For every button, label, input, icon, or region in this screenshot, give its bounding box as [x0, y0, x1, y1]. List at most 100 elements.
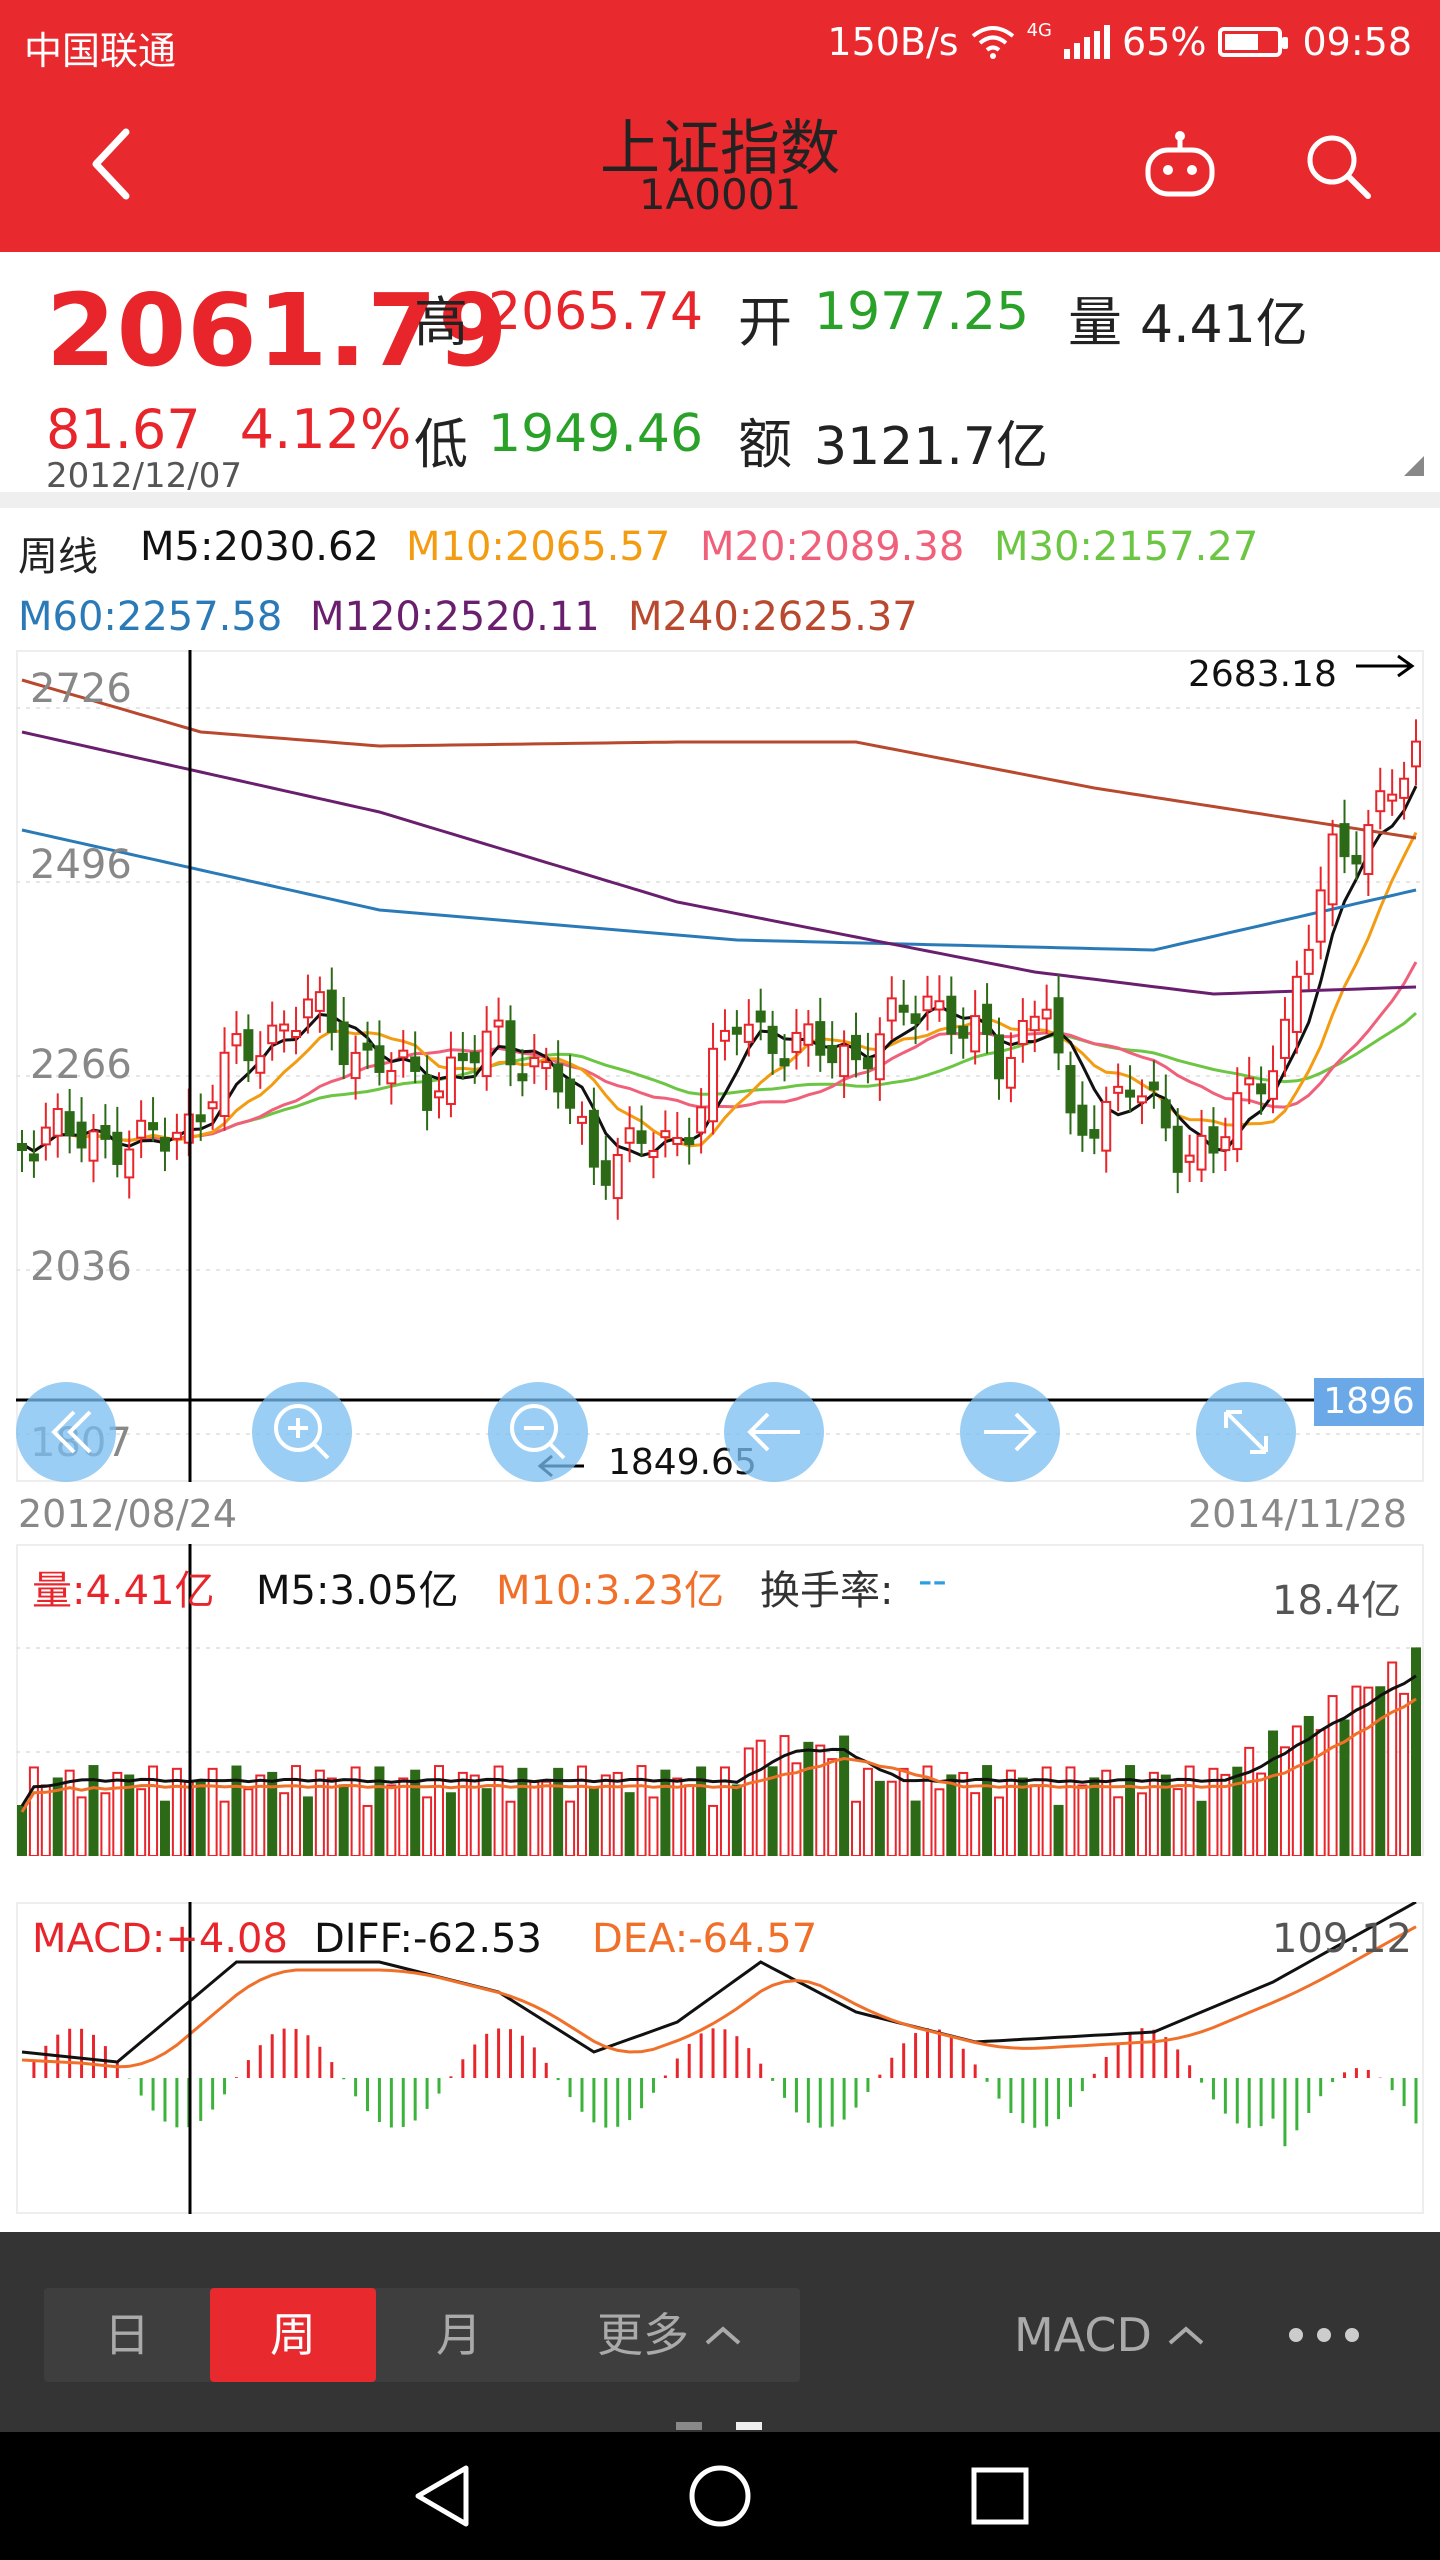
volume-bar: [862, 1767, 873, 1856]
candle-body: [1399, 777, 1410, 799]
system-recents-button[interactable]: [964, 2460, 1036, 2532]
stock-code: 1A0001: [638, 170, 802, 219]
volume-bar: [636, 1765, 647, 1856]
candle-body: [302, 998, 313, 1019]
prev-icon: [51, 1410, 92, 1454]
candle-body: [696, 1106, 707, 1134]
volume-bar: [326, 1777, 337, 1856]
volume-bar: [267, 1771, 278, 1856]
app-header: [0, 0, 1440, 252]
candle-body: [1232, 1092, 1243, 1151]
tab-month[interactable]: 月: [436, 2308, 482, 2362]
candle-body: [719, 1029, 730, 1042]
cursor-price-tag: 1896: [1314, 1378, 1424, 1426]
ma30-value: M30:2157.27: [994, 524, 1259, 570]
indicator-label: MACD: [1014, 2308, 1152, 2362]
volume-bar: [124, 1774, 135, 1856]
low-label: 低: [414, 413, 468, 476]
amount-value: 3121.7亿: [814, 417, 1048, 477]
volume-bar: [1160, 1774, 1171, 1856]
candle-body: [231, 1033, 242, 1047]
change-amount: 81.67: [46, 398, 201, 461]
volume-bar: [1315, 1729, 1326, 1856]
zoom-in-icon: [274, 1404, 330, 1460]
volume-ma10: M10:3.23亿: [496, 1568, 724, 1614]
dea-value: DEA:-64.57: [592, 1916, 818, 1962]
expand-corner-icon[interactable]: [1404, 456, 1424, 476]
candle-body: [958, 1025, 969, 1039]
search-button[interactable]: [1302, 130, 1374, 202]
volume-bar: [839, 1735, 850, 1856]
candle-body: [576, 1115, 587, 1124]
zoom-in-button[interactable]: [252, 1382, 352, 1482]
candle-body: [267, 1024, 278, 1045]
volume-bar: [136, 1788, 147, 1856]
more-menu-button[interactable]: [1284, 2310, 1364, 2360]
scroll-right-button[interactable]: [960, 1382, 1060, 1482]
status-right: 150B/s 4G 65% 09:58: [827, 20, 1412, 64]
prev-page-button[interactable]: [16, 1382, 116, 1482]
diff-line: [21, 1902, 1417, 2064]
candle-body: [1315, 889, 1326, 943]
tab-day[interactable]: 日: [104, 2308, 150, 2362]
volume-bar: [684, 1784, 695, 1856]
candle-body: [648, 1150, 659, 1159]
macd-max: 109.12: [1272, 1916, 1412, 1962]
candle-body: [755, 1010, 766, 1023]
volume-bar: [743, 1747, 754, 1856]
ma5-value: M5:2030.62: [140, 524, 379, 570]
volume-value: 4.41亿: [1140, 295, 1308, 355]
tab-more[interactable]: 更多: [560, 2288, 780, 2382]
volume-bar: [517, 1767, 528, 1856]
volume-bar: [171, 1767, 182, 1856]
candle-body: [1101, 1100, 1112, 1152]
candle-body: [1327, 833, 1338, 906]
volume-bar: [302, 1796, 313, 1856]
volume-bar: [660, 1769, 671, 1856]
volume-bar: [76, 1796, 87, 1856]
candle-body: [791, 1031, 802, 1053]
volume-bar: [553, 1767, 564, 1856]
back-button[interactable]: [78, 120, 148, 210]
ma20-value: M20:2089.38: [700, 524, 965, 570]
volume-bar: [1113, 1796, 1124, 1856]
candle-body: [398, 1049, 409, 1059]
candle-body: [1220, 1136, 1231, 1152]
scroll-left-button[interactable]: [724, 1382, 824, 1482]
volume-bar: [1256, 1772, 1267, 1856]
candle-body: [1113, 1085, 1124, 1094]
volume-bar: [493, 1765, 504, 1856]
volume-chart[interactable]: [0, 1544, 1440, 1856]
dea-line: [21, 1925, 1417, 2069]
macd-chart[interactable]: [0, 1902, 1440, 2214]
candle-body: [1041, 1008, 1052, 1020]
left-arrow-icon: [747, 1412, 800, 1452]
candle-body: [541, 1061, 552, 1070]
candle-body: [410, 1056, 421, 1072]
volume-bar: [1136, 1792, 1147, 1856]
change-percent: 4.12%: [239, 398, 412, 461]
volume-bar: [398, 1777, 409, 1856]
candle-body: [40, 1126, 51, 1146]
zoom-out-button[interactable]: [488, 1382, 588, 1482]
tab-week[interactable]: 周: [270, 2308, 316, 2362]
candle-body: [338, 1021, 349, 1066]
candle-body: [874, 1033, 885, 1081]
system-home-button[interactable]: [684, 2460, 756, 2532]
system-back-button[interactable]: [408, 2460, 480, 2532]
candle-body: [1411, 740, 1421, 768]
candle-body: [660, 1130, 671, 1139]
candle-body: [1387, 793, 1398, 802]
candle-body: [219, 1051, 230, 1118]
indicator-selector[interactable]: MACD: [990, 2288, 1230, 2382]
candle-body: [708, 1047, 719, 1123]
volume-bar: [958, 1771, 969, 1856]
kline-chart[interactable]: [0, 650, 1440, 1482]
more-dots-icon: [1289, 2328, 1359, 2342]
candle-body: [28, 1153, 39, 1162]
robot-assistant-button[interactable]: [1140, 130, 1220, 202]
volume-bar: [708, 1804, 719, 1856]
fullscreen-button[interactable]: [1196, 1382, 1296, 1482]
volume-bar: [481, 1788, 492, 1856]
open-value: 1977.25: [814, 282, 1030, 342]
